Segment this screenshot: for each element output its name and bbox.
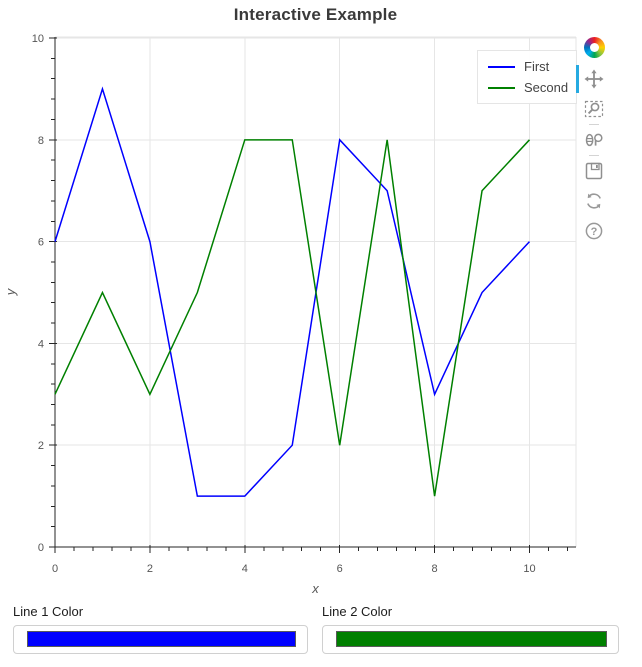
pan-tool-button[interactable]: [576, 64, 609, 94]
plot-line-second: [54, 139, 531, 497]
line1-color-label: Line 1 Color: [13, 604, 84, 619]
line2-color-widget: Line 2 Color: [322, 604, 619, 654]
toolbar-separator: [589, 155, 599, 156]
y-tick-label: 4: [38, 338, 44, 350]
legend-line-swatch-second: [488, 86, 515, 89]
reset-icon: [587, 193, 601, 209]
legend-label-second: Second: [524, 80, 569, 95]
reset-tool-button[interactable]: [579, 186, 609, 216]
legend-item-first: First: [488, 59, 576, 74]
toolbar: ?: [576, 34, 609, 246]
svg-text:?: ?: [591, 226, 598, 238]
plot-title: Interactive Example: [233, 5, 398, 24]
plot-line-first: [54, 86, 531, 497]
save-tool-button[interactable]: [579, 156, 609, 186]
legend: First Second: [477, 50, 577, 104]
legend-line-swatch-first: [488, 65, 515, 68]
y-tick-label: 2: [38, 440, 44, 452]
line2-color-label: Line 2 Color: [322, 604, 393, 619]
pan-icon: [584, 69, 604, 89]
box-zoom-tool-button[interactable]: [579, 94, 609, 124]
y-axis-label: y: [3, 287, 18, 296]
toolbar-separator: [589, 124, 599, 125]
line1-color-widget: Line 1 Color: [13, 604, 308, 654]
y-tick-label: 0: [38, 542, 44, 554]
help-icon: ?: [585, 222, 603, 240]
x-tick-label: 0: [52, 563, 58, 575]
x-tick-label: 8: [432, 563, 438, 575]
y-tick-label: 6: [38, 237, 44, 249]
plot-canvas[interactable]: 0 2 4 6 8 10 0 2 4 6 8 10 x y: [0, 0, 642, 600]
wheel-zoom-icon: [585, 133, 603, 147]
help-tool-button[interactable]: ?: [579, 216, 609, 246]
x-tick-label: 6: [337, 563, 343, 575]
x-tick-label: 2: [147, 563, 153, 575]
save-icon: [585, 162, 603, 180]
legend-item-second: Second: [488, 80, 576, 95]
grid: [54, 37, 576, 548]
box-zoom-icon: [584, 100, 604, 118]
x-axis-label: x: [311, 581, 319, 596]
x-tick-label: 4: [242, 563, 248, 575]
line1-color-input[interactable]: [13, 625, 308, 654]
line1-color-swatch: [27, 631, 296, 647]
y-tick-label: 10: [32, 33, 44, 45]
line2-color-input[interactable]: [322, 625, 619, 654]
bokeh-logo-button[interactable]: [579, 34, 609, 60]
line2-color-swatch: [336, 631, 607, 647]
wheel-zoom-tool-button[interactable]: [579, 125, 609, 155]
legend-label-first: First: [524, 59, 550, 74]
y-tick-label: 8: [38, 135, 44, 147]
axes: 0 2 4 6 8 10 0 2 4 6 8 10: [32, 33, 576, 575]
active-tool-indicator: [576, 65, 579, 93]
x-tick-label: 10: [523, 563, 535, 575]
bokeh-logo-icon: [583, 36, 605, 58]
